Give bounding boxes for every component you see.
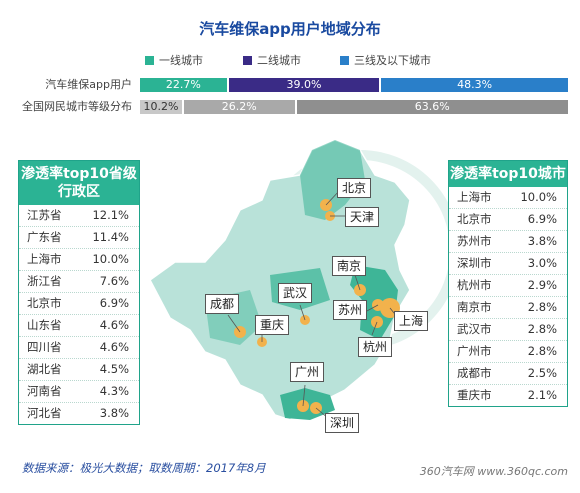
row-name: 河北省 (27, 406, 62, 420)
row-value: 2.8% (527, 300, 557, 314)
province-panel-title: 渗透率top10省级行政区 (19, 161, 139, 205)
row-value: 2.1% (527, 388, 557, 402)
row-name: 河南省 (27, 384, 62, 398)
row-name: 江苏省 (27, 208, 62, 222)
legend-item-tier3: 三线及以下城市 (340, 53, 431, 67)
city-table: 上海市 10.0% 北京市 6.9% 苏州市 3.8% 深圳市 3.0% 杭州市 2.9% 南京市 2… (449, 187, 567, 406)
row-name: 广东省 (27, 230, 62, 244)
row-value: 10.0% (92, 252, 129, 266)
province-table: 江苏省 12.1% 广东省 11.4% 上海市 10.0% 浙江省 7.6% 北京市 6.9% 山东… (19, 205, 139, 424)
bar-segment: 63.6% (296, 100, 568, 114)
table-row: 湖北省 4.5% (19, 359, 139, 381)
row-value: 2.9% (527, 278, 557, 292)
row-value: 4.3% (99, 384, 129, 398)
table-row: 成都市 2.5% (449, 363, 567, 385)
map-label-shenzhen: 深圳 (325, 413, 360, 433)
row-value: 7.6% (99, 274, 129, 288)
row-value: 6.9% (527, 212, 557, 226)
bar-segment: 22.7% (140, 78, 227, 92)
map-label-chengdu: 成都 (205, 294, 240, 314)
row-name: 杭州市 (457, 278, 492, 292)
map-north-highlight (300, 140, 365, 220)
table-row: 北京市 6.9% (449, 209, 567, 231)
row-value: 2.8% (527, 344, 557, 358)
legend-item-tier2: 二线城市 (243, 53, 301, 67)
row-name: 苏州市 (457, 234, 492, 248)
row-value: 3.8% (99, 406, 129, 420)
row-name: 北京市 (457, 212, 492, 226)
city-panel-title: 渗透率top10城市 (449, 161, 567, 187)
table-row: 深圳市 3.0% (449, 253, 567, 275)
table-row: 苏州市 3.8% (449, 231, 567, 253)
row-name: 浙江省 (27, 274, 62, 288)
table-row: 重庆市 2.1% (449, 385, 567, 406)
row-name: 重庆市 (457, 388, 492, 402)
bar-category-label: 汽车维保app用户 (45, 78, 132, 91)
row-value: 3.0% (527, 256, 557, 270)
row-value: 11.4% (92, 230, 129, 244)
row-name: 四川省 (27, 340, 62, 354)
legend-label: 二线城市 (257, 54, 301, 67)
table-row: 上海市 10.0% (19, 249, 139, 271)
table-row: 四川省 4.6% (19, 337, 139, 359)
data-source: 数据来源：极光大数据；取数周期：2017年8月 (22, 461, 266, 475)
table-row: 杭州市 2.9% (449, 275, 567, 297)
row-name: 成都市 (457, 366, 492, 380)
table-row: 北京市 6.9% (19, 293, 139, 315)
bar-segment: 39.0% (228, 78, 380, 92)
brand-watermark: 360汽车网 www.360qc.com (419, 465, 568, 478)
legend-swatch (145, 55, 154, 65)
table-row: 浙江省 7.6% (19, 271, 139, 293)
map-label-wuhan: 武汉 (278, 283, 313, 303)
chart-title: 汽车维保app用户地域分布 (199, 20, 381, 38)
row-name: 山东省 (27, 318, 62, 332)
row-value: 2.8% (527, 322, 557, 336)
row-name: 广州市 (457, 344, 492, 358)
table-row: 上海市 10.0% (449, 187, 567, 209)
map-label-hangzhou: 杭州 (358, 337, 393, 357)
map-label-nanjing: 南京 (332, 256, 367, 276)
map-label-chongqing: 重庆 (255, 315, 290, 335)
legend-item-tier1: 一线城市 (145, 53, 203, 67)
map-label-tianjin: 天津 (345, 207, 380, 227)
map-label-shanghai: 上海 (394, 311, 429, 331)
map-label-suzhou: 苏州 (333, 300, 368, 320)
province-panel: 渗透率top10省级行政区 江苏省 12.1% 广东省 11.4% 上海市 10.0% 浙江… (18, 160, 140, 425)
legend-swatch (340, 55, 349, 65)
bar-segment: 26.2% (183, 100, 295, 114)
map-label-beijing: 北京 (337, 178, 372, 198)
row-name: 上海市 (457, 190, 492, 204)
row-value: 12.1% (92, 208, 129, 222)
table-row: 武汉市 2.8% (449, 319, 567, 341)
row-name: 湖北省 (27, 362, 62, 376)
row-value: 10.0% (520, 190, 557, 204)
table-row: 江苏省 12.1% (19, 205, 139, 227)
row-name: 北京市 (27, 296, 62, 310)
row-name: 武汉市 (457, 322, 492, 336)
row-name: 上海市 (27, 252, 62, 266)
map-label-guangzhou: 广州 (290, 362, 325, 382)
row-value: 6.9% (99, 296, 129, 310)
legend-swatch (243, 55, 252, 65)
row-name: 南京市 (457, 300, 492, 314)
row-value: 4.6% (99, 340, 129, 354)
city-panel: 渗透率top10城市 上海市 10.0% 北京市 6.9% 苏州市 3.8% 深圳市 3.0%… (448, 160, 568, 407)
legend-label: 三线及以下城市 (354, 54, 431, 67)
table-row: 山东省 4.6% (19, 315, 139, 337)
row-value: 4.5% (99, 362, 129, 376)
legend-label: 一线城市 (159, 54, 203, 67)
row-name: 深圳市 (457, 256, 492, 270)
table-row: 广州市 2.8% (449, 341, 567, 363)
bar-segment: 10.2% (140, 100, 182, 114)
table-row: 河北省 3.8% (19, 403, 139, 424)
row-value: 3.8% (527, 234, 557, 248)
row-value: 4.6% (99, 318, 129, 332)
table-row: 南京市 2.8% (449, 297, 567, 319)
bar-category-label: 全国网民城市等级分布 (22, 100, 132, 113)
table-row: 广东省 11.4% (19, 227, 139, 249)
row-value: 2.5% (527, 366, 557, 380)
table-row: 河南省 4.3% (19, 381, 139, 403)
bar-segment: 48.3% (381, 78, 568, 92)
